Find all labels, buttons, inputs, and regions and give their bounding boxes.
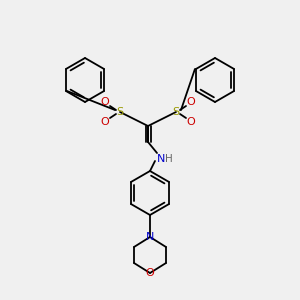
Text: S: S	[172, 107, 180, 117]
Text: O: O	[187, 117, 195, 127]
Text: H: H	[165, 154, 173, 164]
Text: O: O	[146, 268, 154, 278]
Text: N: N	[146, 232, 154, 242]
Text: O: O	[187, 97, 195, 107]
Text: O: O	[100, 117, 109, 127]
Text: N: N	[157, 154, 165, 164]
Text: S: S	[116, 107, 124, 117]
Text: O: O	[100, 97, 109, 107]
